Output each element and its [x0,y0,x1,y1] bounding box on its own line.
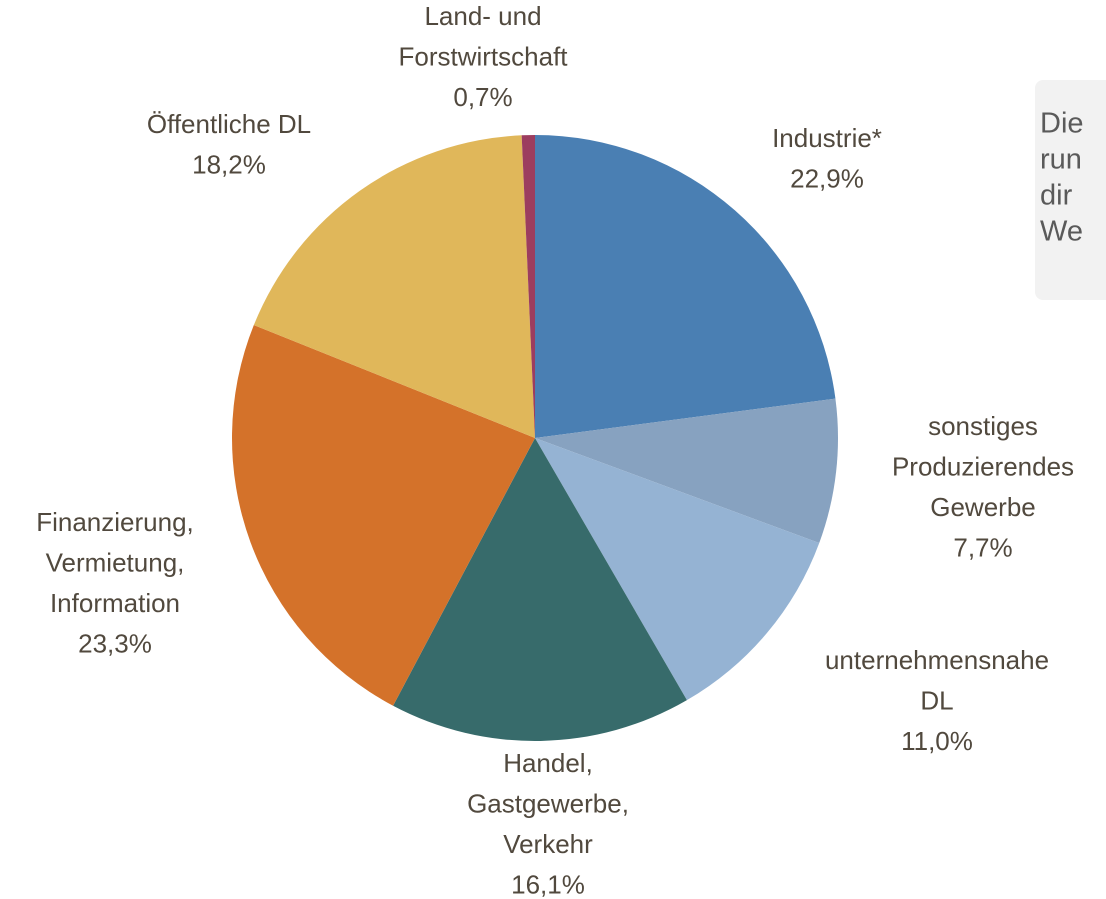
slice-label: sonstiges [928,411,1038,441]
slice-label: Öffentliche DL [147,109,311,139]
value-label: 0,7% [453,82,512,112]
slice-label: Verkehr [503,829,593,859]
note-text: We [1040,216,1083,248]
pie-slice [231,325,535,706]
slice-label: Gewerbe [930,492,1036,522]
value-label: 7,7% [953,532,1012,562]
pie-slice [535,135,836,438]
note-text: run [1040,144,1082,176]
slice-label: Industrie* [772,123,882,153]
value-label: 11,0% [901,726,973,756]
slice-label: Handel, [503,748,593,778]
pie-slice [393,438,687,741]
note-text: Die [1040,108,1084,140]
slice-label: Gastgewerbe, [467,788,629,818]
value-label: 22,9% [790,163,864,193]
note-box [1035,80,1106,300]
slice-label: Information [50,588,180,618]
value-label: 18,2% [192,149,266,179]
slice-label: unternehmensnahe [825,645,1049,675]
slice-label: Finanzierung, [36,507,194,537]
pie-slice [535,398,839,543]
slice-label: Forstwirtschaft [398,41,568,71]
pie-slice [535,438,820,701]
slice-label: Land- und [424,1,541,31]
note-text: dir [1040,180,1073,212]
slice-label: DL [920,685,953,715]
value-label: 23,3% [78,628,152,658]
pie-slice [253,135,536,438]
slice-label: Vermietung, [46,547,185,577]
value-label: 16,1% [511,869,585,899]
slice-label: Produzierendes [892,451,1074,481]
pie-slice [521,135,535,438]
